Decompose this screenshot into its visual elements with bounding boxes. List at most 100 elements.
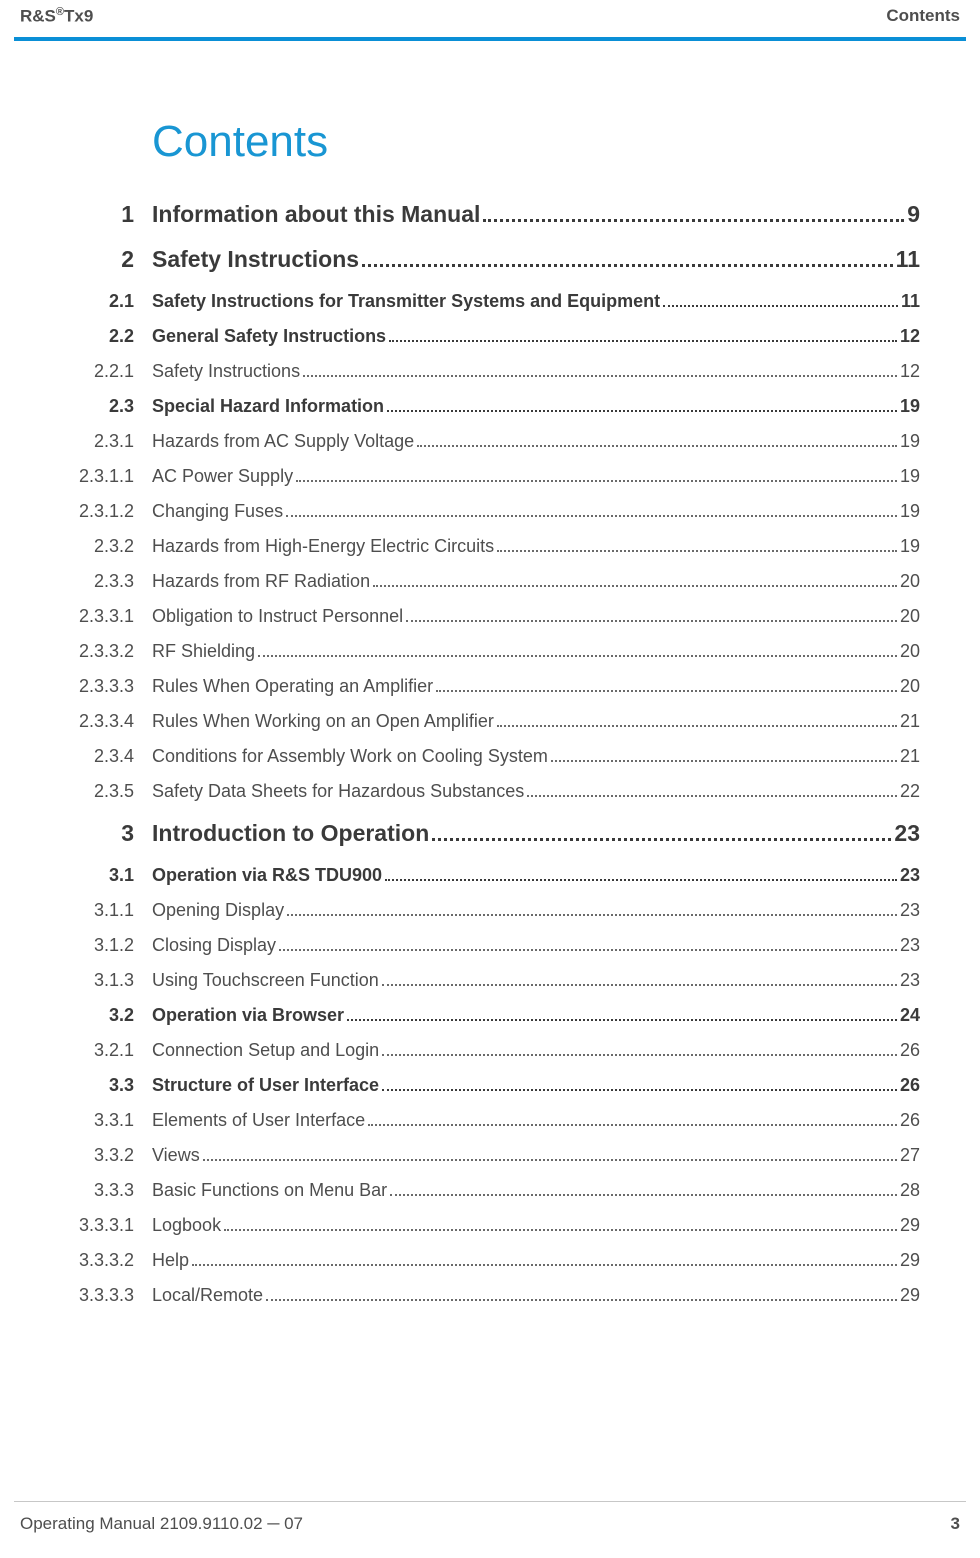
toc-entry-number: 3.1.3 [60,970,152,991]
toc-leader-dots [436,690,897,692]
toc-leader-dots [368,1124,897,1126]
toc-entry-page: 19 [900,431,920,452]
toc-entry-title: RF Shielding [152,641,255,662]
header-section: Contents [886,6,960,27]
toc-entry[interactable]: 2.2General Safety Instructions12 [60,326,920,347]
toc-entry[interactable]: 3.3.3.3Local/Remote 29 [60,1285,920,1306]
toc-entry-number: 3.3.3.3 [60,1285,152,1306]
toc-entry-title: Local/Remote [152,1285,263,1306]
toc-entry[interactable]: 2.3.3.4Rules When Working on an Open Amp… [60,711,920,732]
toc-entry-number: 2.3.5 [60,781,152,802]
toc-entry[interactable]: 2.1Safety Instructions for Transmitter S… [60,291,920,312]
toc-leader-dots [296,480,897,482]
toc-entry-title: Hazards from RF Radiation [152,571,370,592]
toc-entry[interactable]: 3.3.1Elements of User Interface26 [60,1110,920,1131]
toc-entry-title: Safety Instructions [152,361,300,382]
toc-leader-dots [483,219,904,222]
toc-entry[interactable]: 3.1.3Using Touchscreen Function23 [60,970,920,991]
toc-entry-number: 2.3.2 [60,536,152,557]
toc-entry[interactable]: 2.3.5Safety Data Sheets for Hazardous Su… [60,781,920,802]
toc-entry-number: 3.1 [60,865,152,886]
toc-entry[interactable]: 2.3.3.1Obligation to Instruct Personnel2… [60,606,920,627]
toc-entry[interactable]: 2.3.3.3Rules When Operating an Amplifier… [60,676,920,697]
toc-entry-page: 29 [900,1285,920,1306]
toc-leader-dots [387,410,897,412]
toc-entry-page: 20 [900,571,920,592]
toc-entry[interactable]: 3.1.2Closing Display23 [60,935,920,956]
toc-entry-page: 26 [900,1110,920,1131]
toc-entry[interactable]: 2.3Special Hazard Information19 [60,396,920,417]
toc-entry[interactable]: 2.2.1Safety Instructions12 [60,361,920,382]
toc-entry-number: 3.2 [60,1005,152,1026]
toc-entry[interactable]: 3.3.3.1Logbook29 [60,1215,920,1236]
toc-leader-dots [382,1089,897,1091]
toc-entry-page: 29 [900,1215,920,1236]
toc-entry[interactable]: 3.2.1Connection Setup and Login 26 [60,1040,920,1061]
toc-entry-number: 2.3.1.1 [60,466,152,487]
toc-leader-dots [417,445,897,447]
toc-entry[interactable]: 3Introduction to Operation23 [60,820,920,847]
toc-entry-title: Changing Fuses [152,501,283,522]
toc-entry[interactable]: 3.1Operation via R&S TDU90023 [60,865,920,886]
footer-page-number: 3 [951,1514,960,1534]
toc-leader-dots [203,1159,897,1161]
toc-entry-page: 26 [900,1075,920,1096]
toc-entry-title: Connection Setup and Login [152,1040,379,1061]
toc-entry-page: 27 [900,1145,920,1166]
toc-leader-dots [286,515,897,517]
toc-leader-dots [224,1229,897,1231]
toc-entry-page: 11 [901,291,920,312]
toc-entry-page: 19 [900,466,920,487]
toc-entry[interactable]: 3.2Operation via Browser24 [60,1005,920,1026]
toc-entry-title: Views [152,1145,200,1166]
toc-entry-page: 11 [896,246,920,273]
toc-entry-number: 2.3.3.2 [60,641,152,662]
toc-leader-dots [385,879,897,881]
toc-entry[interactable]: 3.3.3Basic Functions on Menu Bar28 [60,1180,920,1201]
toc-leader-dots [497,725,897,727]
toc-entry-number: 3.2.1 [60,1040,152,1061]
footer-manual-id: Operating Manual 2109.9110.02 ─ 07 [20,1514,303,1534]
toc-entry-title: Introduction to Operation [152,820,429,847]
toc-leader-dots [258,655,897,657]
toc-entry-page: 19 [900,501,920,522]
toc-leader-dots [382,1054,897,1056]
toc-leader-dots [432,838,891,841]
toc-entry-page: 19 [900,396,920,417]
toc-entry-title: Conditions for Assembly Work on Cooling … [152,746,548,767]
toc-entry-page: 29 [900,1250,920,1271]
toc-entry-page: 26 [900,1040,920,1061]
toc-entry[interactable]: 2.3.3.2RF Shielding 20 [60,641,920,662]
toc-entry[interactable]: 1Information about this Manual9 [60,201,920,228]
toc-leader-dots [347,1019,897,1021]
toc-entry-number: 2.3.4 [60,746,152,767]
toc-entry[interactable]: 2.3.1.1AC Power Supply19 [60,466,920,487]
toc-entry-page: 20 [900,606,920,627]
toc-entry-page: 23 [900,970,920,991]
toc-entry[interactable]: 2Safety Instructions11 [60,246,920,273]
toc-entry-number: 2.2 [60,326,152,347]
toc-entry-number: 3.3 [60,1075,152,1096]
toc-entry-page: 20 [900,676,920,697]
toc-entry[interactable]: 3.3.2Views27 [60,1145,920,1166]
toc-entry[interactable]: 2.3.1.2Changing Fuses19 [60,501,920,522]
toc-entry-title: Help [152,1250,189,1271]
toc-leader-dots [389,340,897,342]
toc-entry-page: 24 [900,1005,920,1026]
toc-entry-page: 21 [900,711,920,732]
toc-entry[interactable]: 2.3.1Hazards from AC Supply Voltage19 [60,431,920,452]
toc-entry-page: 20 [900,641,920,662]
toc-entry-number: 3.3.3.1 [60,1215,152,1236]
toc-entry-page: 23 [894,820,920,847]
toc-entry[interactable]: 2.3.4Conditions for Assembly Work on Coo… [60,746,920,767]
toc-entry-number: 1 [60,201,152,228]
toc-entry[interactable]: 3.3Structure of User Interface26 [60,1075,920,1096]
toc-entry-number: 3.3.3 [60,1180,152,1201]
toc-entry[interactable]: 3.3.3.2Help29 [60,1250,920,1271]
toc-entry-title: Elements of User Interface [152,1110,365,1131]
toc-entry[interactable]: 3.1.1Opening Display23 [60,900,920,921]
toc-entry-title: Closing Display [152,935,276,956]
toc-entry-number: 2.1 [60,291,152,312]
toc-entry[interactable]: 2.3.2Hazards from High‑Energy Electric C… [60,536,920,557]
toc-entry[interactable]: 2.3.3Hazards from RF Radiation20 [60,571,920,592]
